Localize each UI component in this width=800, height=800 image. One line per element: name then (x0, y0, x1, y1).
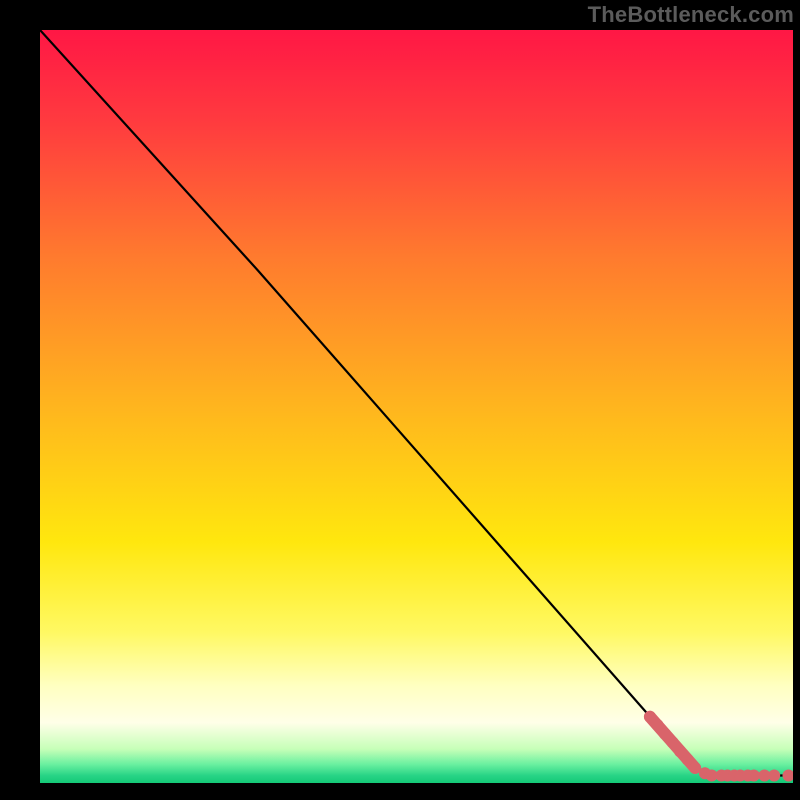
chart-root: TheBottleneck.com (0, 0, 800, 800)
plot-area (40, 30, 793, 783)
watermark-text: TheBottleneck.com (588, 2, 794, 28)
gradient-background (40, 30, 793, 783)
plot-svg (40, 30, 793, 783)
scatter-point (768, 769, 780, 781)
scatter-point (748, 769, 760, 781)
